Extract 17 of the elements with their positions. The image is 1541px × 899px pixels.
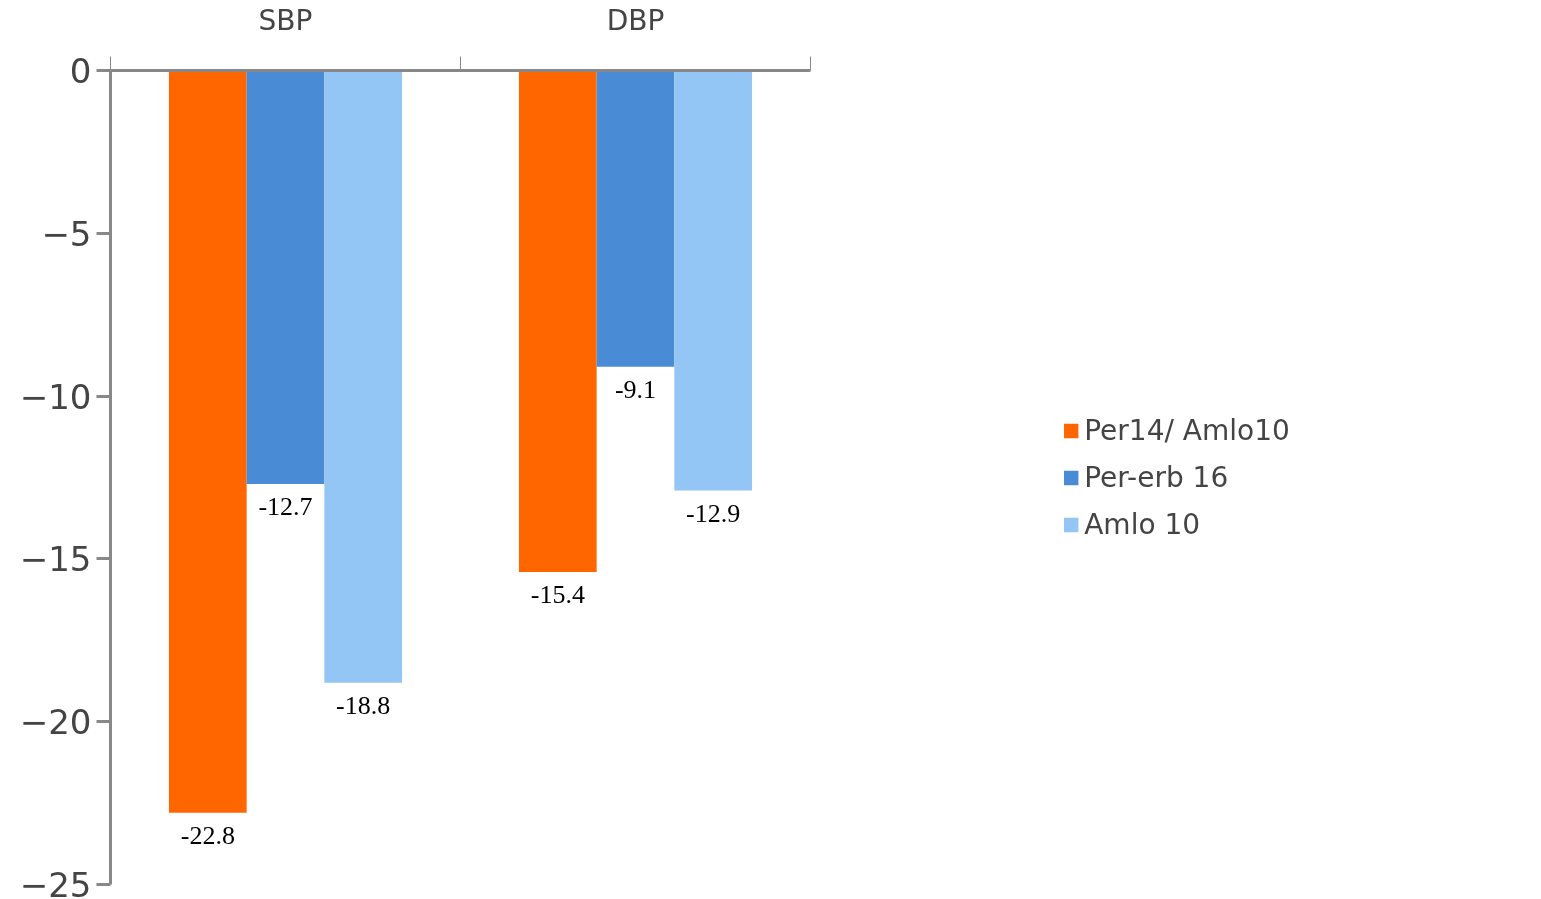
y-tick-label: −20	[19, 702, 92, 743]
legend-label: Amlo 10	[1084, 507, 1201, 541]
y-tick-label: −15	[19, 539, 92, 580]
legend-label: Per14/ Amlo10	[1084, 413, 1290, 447]
data-label: -12.7	[258, 492, 313, 522]
x-tick-label: SBP	[258, 3, 313, 37]
legend-label: Per-erb 16	[1084, 460, 1229, 494]
data-label: -12.9	[686, 498, 741, 528]
y-tick-label: −25	[19, 865, 92, 899]
data-label: -15.4	[530, 579, 585, 609]
data-label: -18.8	[336, 690, 391, 720]
x-tick-label: DBP	[606, 3, 665, 37]
data-label: -22.8	[180, 820, 235, 850]
y-tick-label: −10	[19, 376, 92, 417]
y-tick-label: −5	[41, 213, 92, 254]
y-tick-label: 0	[69, 51, 92, 91]
data-label: -9.1	[614, 374, 657, 404]
